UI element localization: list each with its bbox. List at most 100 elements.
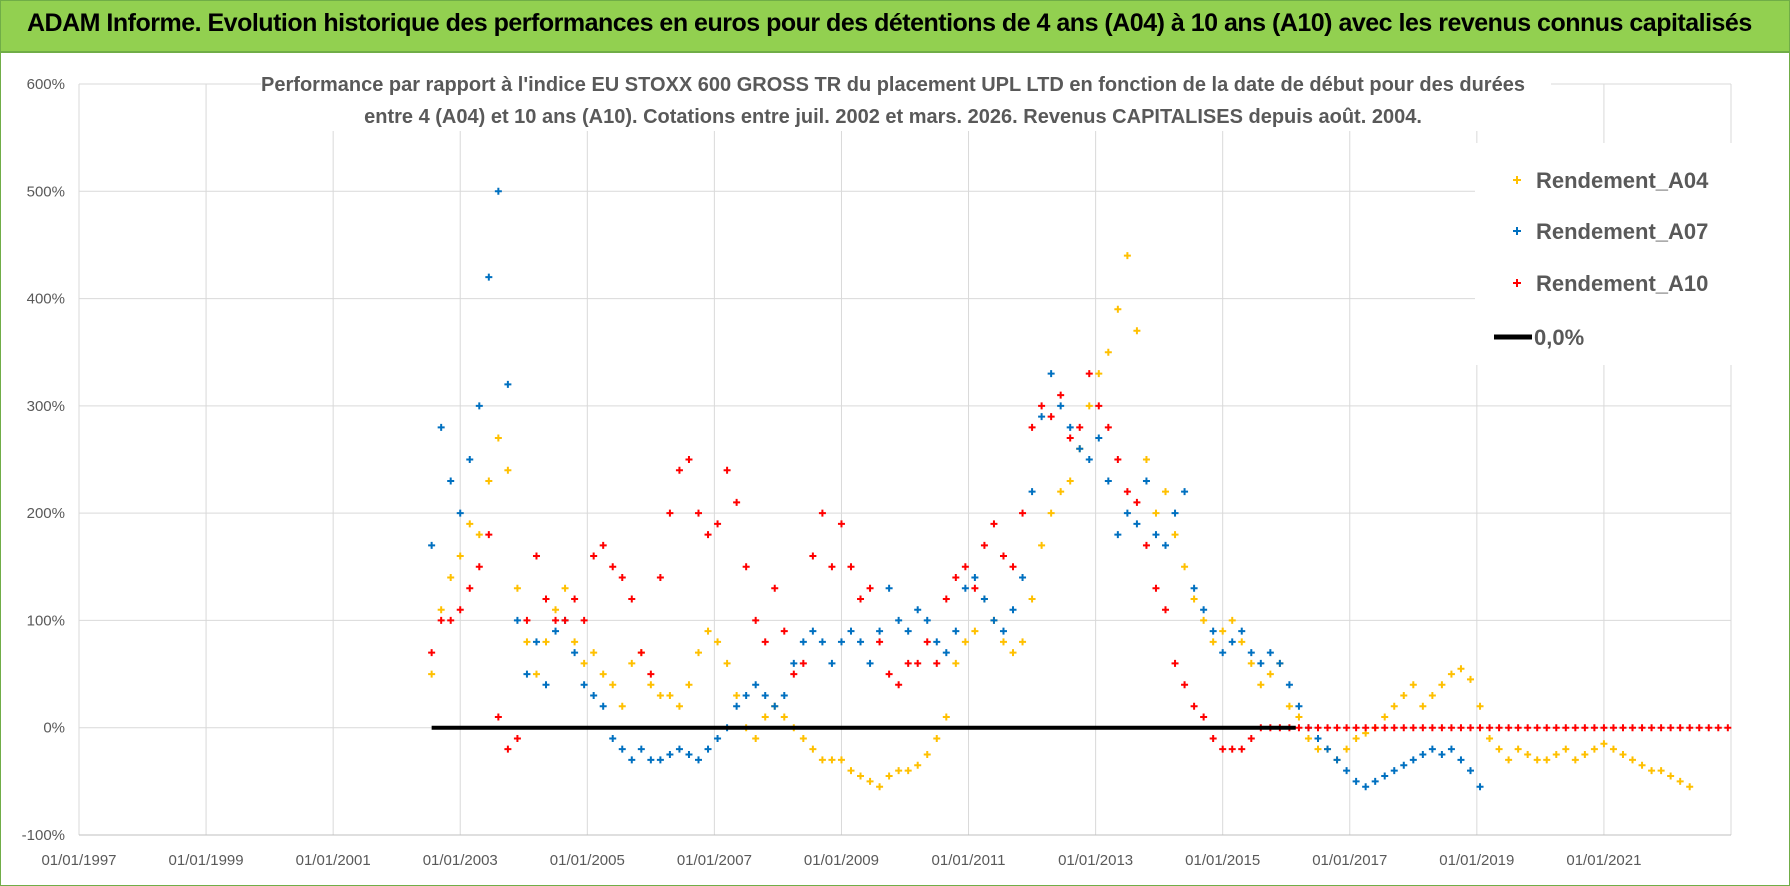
data-point xyxy=(523,670,531,678)
data-point xyxy=(1247,734,1255,742)
data-point xyxy=(1324,745,1332,753)
data-point xyxy=(866,777,874,785)
data-point xyxy=(904,659,912,667)
data-point xyxy=(1590,724,1598,732)
data-point xyxy=(599,702,607,710)
data-point xyxy=(904,627,912,635)
data-point xyxy=(475,402,483,410)
y-tick-label: 400% xyxy=(27,291,65,308)
data-point xyxy=(1171,509,1179,517)
data-point xyxy=(1466,675,1474,683)
data-point xyxy=(599,670,607,678)
data-point xyxy=(780,692,788,700)
data-point xyxy=(1495,724,1503,732)
report-banner: ADAM Informe. Evolution historique des p… xyxy=(1,1,1789,53)
data-point xyxy=(656,574,664,582)
data-point xyxy=(857,595,865,603)
data-point xyxy=(504,380,512,388)
data-point xyxy=(609,563,617,571)
data-point xyxy=(447,477,455,485)
data-point xyxy=(1457,756,1465,764)
data-point xyxy=(1352,724,1360,732)
data-point xyxy=(1343,745,1351,753)
data-point xyxy=(675,745,683,753)
data-point xyxy=(1390,702,1398,710)
data-point xyxy=(1390,724,1398,732)
data-point xyxy=(1629,724,1637,732)
data-point xyxy=(1038,402,1046,410)
data-point xyxy=(666,509,674,517)
data-point xyxy=(1533,756,1541,764)
data-point xyxy=(532,638,540,646)
data-point xyxy=(1486,724,1494,732)
data-point xyxy=(542,638,550,646)
data-point xyxy=(1657,767,1665,775)
data-point xyxy=(1019,574,1027,582)
data-point xyxy=(647,670,655,678)
data-point xyxy=(1705,724,1713,732)
data-point xyxy=(961,563,969,571)
data-point xyxy=(1104,348,1112,356)
data-point xyxy=(809,552,817,560)
data-point xyxy=(1171,531,1179,539)
data-point xyxy=(475,563,483,571)
chart-title-line-1: Performance par rapport à l'indice EU ST… xyxy=(261,74,1525,96)
data-point xyxy=(1228,638,1236,646)
data-point xyxy=(1266,649,1274,657)
data-point xyxy=(895,767,903,775)
data-point xyxy=(1514,724,1522,732)
data-point xyxy=(1228,745,1236,753)
data-point xyxy=(1009,563,1017,571)
data-point xyxy=(1200,616,1208,624)
data-point xyxy=(647,756,655,764)
data-point xyxy=(666,751,674,759)
data-point xyxy=(1171,659,1179,667)
data-point xyxy=(742,563,750,571)
data-point xyxy=(723,659,731,667)
data-point xyxy=(904,767,912,775)
data-point xyxy=(1190,584,1198,592)
data-point xyxy=(542,595,550,603)
data-point xyxy=(428,670,436,678)
x-axis: 01/01/1997 01/01/1999 01/01/2001 01/01/2003… xyxy=(41,834,1731,869)
data-point xyxy=(942,649,950,657)
data-point xyxy=(1686,783,1694,791)
data-point xyxy=(1419,724,1427,732)
y-tick-label: 500% xyxy=(27,183,65,200)
data-point xyxy=(1362,783,1370,791)
data-point xyxy=(1047,413,1055,421)
data-point xyxy=(952,659,960,667)
data-point xyxy=(790,670,798,678)
chart-title-line-2: entre 4 (A04) et 10 ans (A10). Cotations… xyxy=(364,106,1422,128)
x-tick-label: 01/01/2009 xyxy=(804,852,879,869)
data-point xyxy=(1304,724,1312,732)
data-point xyxy=(1600,740,1608,748)
data-point xyxy=(1495,745,1503,753)
x-tick-label: 01/01/2007 xyxy=(677,852,752,869)
data-point xyxy=(1047,509,1055,517)
data-point xyxy=(1181,563,1189,571)
data-point xyxy=(752,616,760,624)
data-point xyxy=(1419,751,1427,759)
data-point xyxy=(752,734,760,742)
data-point xyxy=(1228,616,1236,624)
data-point xyxy=(1371,724,1379,732)
data-point xyxy=(1352,777,1360,785)
data-point xyxy=(552,606,560,614)
data-point xyxy=(599,541,607,549)
data-point xyxy=(990,520,998,528)
data-point xyxy=(1219,627,1227,635)
data-point xyxy=(466,456,474,463)
data-point xyxy=(485,531,493,539)
data-point xyxy=(1343,767,1351,775)
data-point xyxy=(714,520,722,528)
data-point xyxy=(485,273,493,281)
legend-label: Rendement_A04 xyxy=(1536,168,1709,193)
data-point xyxy=(990,616,998,624)
data-point xyxy=(580,659,588,667)
x-tick-label: 01/01/1997 xyxy=(41,852,116,869)
x-tick-label: 01/01/2011 xyxy=(932,852,1006,869)
data-point xyxy=(1476,702,1484,710)
data-point xyxy=(494,187,502,195)
data-point xyxy=(580,681,588,689)
